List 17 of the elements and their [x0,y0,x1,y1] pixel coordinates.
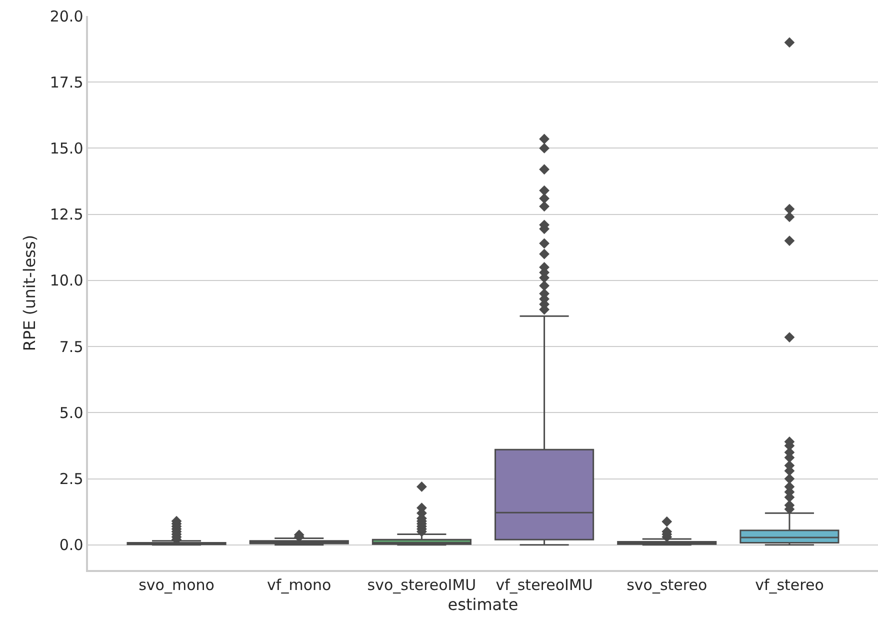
y-tick-label: 0.0 [59,536,84,554]
x-axis-title: estimate [448,594,518,614]
y-tick-label: 10.0 [50,272,84,290]
x-tick-label: vf_stereoIMU [496,576,593,594]
x-tick-label: svo_stereoIMU [367,576,476,594]
x-tick-label: vf_stereo [755,576,824,594]
y-tick-label: 17.5 [50,73,84,92]
y-tick-label: 15.0 [50,139,84,158]
x-tick-label: svo_stereo [626,576,708,594]
x-tick-label: svo_mono [138,576,214,594]
y-tick-label: 7.5 [59,338,84,356]
x-tick-label: vf_mono [267,576,332,594]
y-axis-title: RPE (unit-less) [20,234,40,352]
y-tick-label: 2.5 [59,470,84,488]
y-tick-label: 12.5 [50,206,84,224]
y-tick-label: 20.0 [50,7,84,26]
y-tick-label: 5.0 [59,404,84,422]
